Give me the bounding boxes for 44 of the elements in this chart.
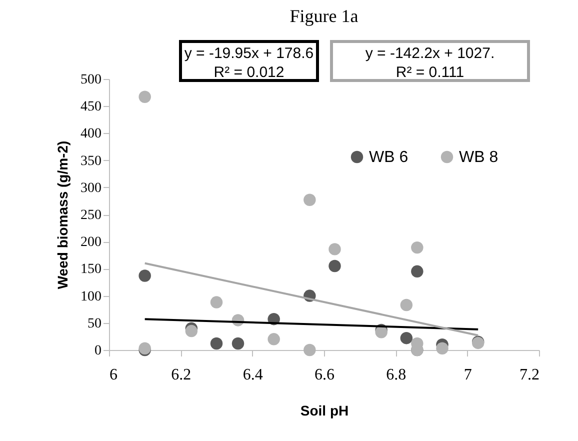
legend-label: WB 8 — [459, 149, 498, 166]
x-tick-label: 6 — [110, 366, 118, 384]
y-tick-label: 0 — [94, 344, 102, 358]
point — [210, 296, 223, 308]
point — [138, 270, 151, 282]
point — [210, 337, 223, 350]
point — [268, 333, 280, 346]
x-tick-label: 7.2 — [520, 366, 540, 384]
y-tick-label: 350 — [80, 154, 102, 169]
y-tick-label: 300 — [80, 180, 102, 196]
point — [304, 194, 316, 206]
annotation: R² = 0.012 — [212, 63, 286, 82]
x-tick-label: 7 — [464, 366, 472, 384]
y-tick-label: 500 — [80, 72, 102, 88]
y-tick-label: 250 — [80, 208, 102, 223]
y-tick-label: 450 — [80, 100, 102, 115]
point — [328, 260, 341, 272]
x-tick-label: 6.8 — [386, 366, 406, 384]
y-tick-label: 200 — [80, 235, 102, 250]
x-axis-title: Soil pH — [300, 402, 349, 418]
point — [185, 324, 198, 338]
point — [400, 298, 413, 312]
point — [375, 326, 388, 338]
y-tick-label: 100 — [80, 289, 102, 304]
annotation: R² = 0.111 — [394, 63, 466, 82]
y-axis-title: Weed biomass (g/m-2) — [54, 140, 70, 290]
x-tick-label: 6.2 — [171, 366, 192, 384]
chart-title: Figure 1a — [290, 6, 358, 26]
y-tick-label: 150 — [80, 262, 102, 278]
y-tick-label: 400 — [80, 126, 102, 142]
text: y = -142.2x + 1027. — [364, 44, 496, 63]
point — [411, 241, 424, 254]
point — [304, 344, 316, 356]
point — [138, 90, 151, 103]
y-tick-label: 50 — [88, 316, 102, 332]
text: y = -19.95x + 178.6 — [183, 44, 315, 63]
point — [400, 332, 413, 344]
point — [328, 243, 341, 256]
point — [232, 337, 244, 350]
point — [436, 342, 448, 354]
x-tick-label: 6.6 — [314, 366, 334, 384]
x-tick-label: 6.4 — [242, 366, 263, 384]
point — [411, 265, 424, 278]
legend-label: WB 6 — [369, 149, 408, 166]
